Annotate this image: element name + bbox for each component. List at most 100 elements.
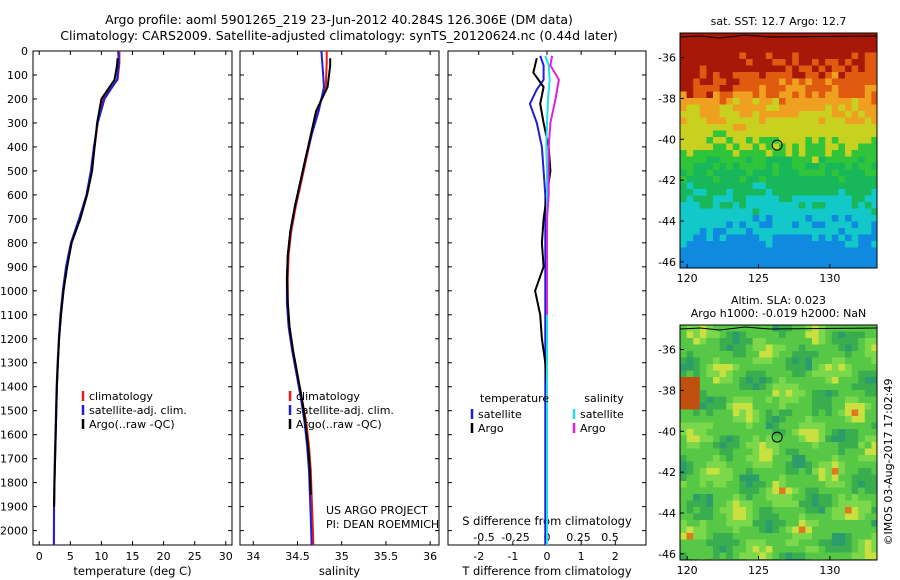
depth-tick-label: 0: [21, 45, 28, 58]
legend-label: Argo(..raw -QC): [89, 418, 175, 431]
lat-tick-label: -42: [658, 174, 676, 187]
x-tick-label: -2: [473, 550, 484, 563]
x-tick-label: 34: [246, 550, 260, 563]
x-tick-label: 0: [36, 550, 43, 563]
profile-panel-3: -2 -1 0 1 2-0.5 -0.25 0 0.25 0.5S difference fro…: [447, 50, 647, 578]
depth-tick-label: 1900: [0, 501, 28, 514]
legend-label: climatology: [89, 390, 153, 403]
s-diff-tick-label: 0.25: [566, 531, 591, 544]
depth-tick-label: 100: [7, 69, 28, 82]
series-line-3: [53, 58, 119, 507]
coastline: [679, 34, 878, 39]
legend-label: satellite: [478, 408, 522, 421]
map-panel-1: sat. SST: 12.7 Argo: 12.7 120 125 130 -36 -38…: [658, 15, 878, 285]
depth-tick-label: 1000: [0, 285, 28, 298]
map-raster: [680, 325, 877, 560]
x-tick-label: 35: [335, 550, 349, 563]
depth-tick-label: 1400: [0, 381, 28, 394]
legend-label: Argo: [580, 422, 606, 435]
pi-annotation: US ARGO PROJECT: [326, 504, 428, 517]
legend-label: Argo: [478, 422, 504, 435]
lat-tick-label: -40: [658, 133, 676, 146]
map-frame: [679, 32, 878, 269]
lat-tick-label: -38: [658, 384, 676, 397]
x-tick-label: 36: [423, 550, 437, 563]
x-axis-label: salinity: [319, 564, 360, 578]
x-tick-label: 15: [126, 550, 140, 563]
depth-tick-label: 500: [7, 165, 28, 178]
lat-tick-label: -44: [658, 507, 676, 520]
legend-group-title: salinity: [584, 392, 624, 405]
panel-frame: [32, 50, 233, 546]
legend-label: climatology: [296, 390, 360, 403]
header-line-1: Argo profile: aoml 5901265_219 23-Jun-20…: [105, 12, 573, 27]
legend-label: Argo(..raw -QC): [296, 418, 382, 431]
map-subtitle: Argo h1000: -0.019 h2000: NaN: [691, 307, 867, 320]
lon-tick-label: 130: [819, 272, 840, 285]
x-tick-label: 1: [578, 550, 585, 563]
profile-panel-1: 0 5 10 15 20 25 30 temperature (deg C) climatolo…: [32, 50, 233, 578]
map-title: Altim. SLA: 0.023: [731, 294, 826, 307]
panel-frame: [239, 50, 440, 546]
x-tick-label: 0: [544, 550, 551, 563]
lon-tick-label: 125: [748, 564, 769, 577]
depth-tick-label: 200: [7, 93, 28, 106]
lon-tick-label: 125: [748, 272, 769, 285]
x-tick-label: 10: [94, 550, 108, 563]
x-tick-label: 34.5: [285, 550, 310, 563]
legend-group-title: temperature: [480, 392, 549, 405]
depth-tick-label: 800: [7, 237, 28, 250]
lon-tick-label: 120: [677, 272, 698, 285]
lat-tick-label: -36: [658, 344, 676, 357]
x-tick-label: 5: [67, 550, 74, 563]
series-line-4: [546, 55, 560, 315]
depth-tick-label: 600: [7, 189, 28, 202]
lat-tick-label: -40: [658, 425, 676, 438]
pi-annotation: PI: DEAN ROEMMICH: [326, 518, 439, 531]
series-line-1: [528, 55, 547, 545]
depth-tick-label: 1100: [0, 309, 28, 322]
lat-tick-label: -36: [658, 52, 676, 65]
x-tick-label: 35.5: [374, 550, 399, 563]
lat-tick-label: -46: [658, 548, 676, 561]
map-raster: [680, 33, 877, 268]
figure-header: Argo profile: aoml 5901265_219 23-Jun-20…: [0, 12, 678, 44]
profile-panel-2: 34 34.5 35 35.5 36 salinity climatologysatelli…: [239, 50, 440, 578]
depth-tick-label: 2000: [0, 525, 28, 538]
depth-axis: 0 100 200 300 400 500 600 700 800 900 1000 1100 1200…: [0, 45, 28, 538]
x-tick-label: 20: [157, 550, 171, 563]
s-diff-tick-label: -0.5: [473, 531, 494, 544]
header-line-2: Climatology: CARS2009. Satellite-adjuste…: [60, 28, 618, 43]
legend-label: satellite: [580, 408, 624, 421]
lon-tick-label: 120: [677, 564, 698, 577]
depth-tick-label: 400: [7, 141, 28, 154]
x-axis-label: T difference from climatology: [461, 564, 632, 578]
depth-tick-label: 1200: [0, 333, 28, 346]
legend-label: satellite-adj. clim.: [89, 404, 187, 417]
depth-tick-label: 900: [7, 261, 28, 274]
lon-tick-label: 130: [819, 564, 840, 577]
depth-tick-label: 700: [7, 213, 28, 226]
coastline: [679, 326, 878, 331]
depth-tick-label: 1700: [0, 453, 28, 466]
depth-tick-label: 300: [7, 117, 28, 130]
x-tick-label: 30: [219, 550, 233, 563]
lat-tick-label: -38: [658, 92, 676, 105]
lat-tick-label: -44: [658, 215, 676, 228]
depth-tick-label: 1800: [0, 477, 28, 490]
x-tick-label: 25: [188, 550, 202, 563]
x-tick-label: 2: [612, 550, 619, 563]
lat-tick-label: -42: [658, 466, 676, 479]
legend-label: satellite-adj. clim.: [296, 404, 394, 417]
argo-float-marker: [771, 431, 783, 443]
depth-tick-label: 1300: [0, 357, 28, 370]
map-frame: [679, 324, 878, 561]
copyright-text: ©IMOS 03-Aug-2017 17:02:49: [882, 379, 895, 546]
x-axis-label: temperature (deg C): [73, 564, 191, 578]
depth-tick-label: 1600: [0, 429, 28, 442]
map-title: sat. SST: 12.7 Argo: 12.7: [711, 15, 847, 28]
depth-tick-label: 1500: [0, 405, 28, 418]
s-diff-tick-label: -0.25: [501, 531, 529, 544]
